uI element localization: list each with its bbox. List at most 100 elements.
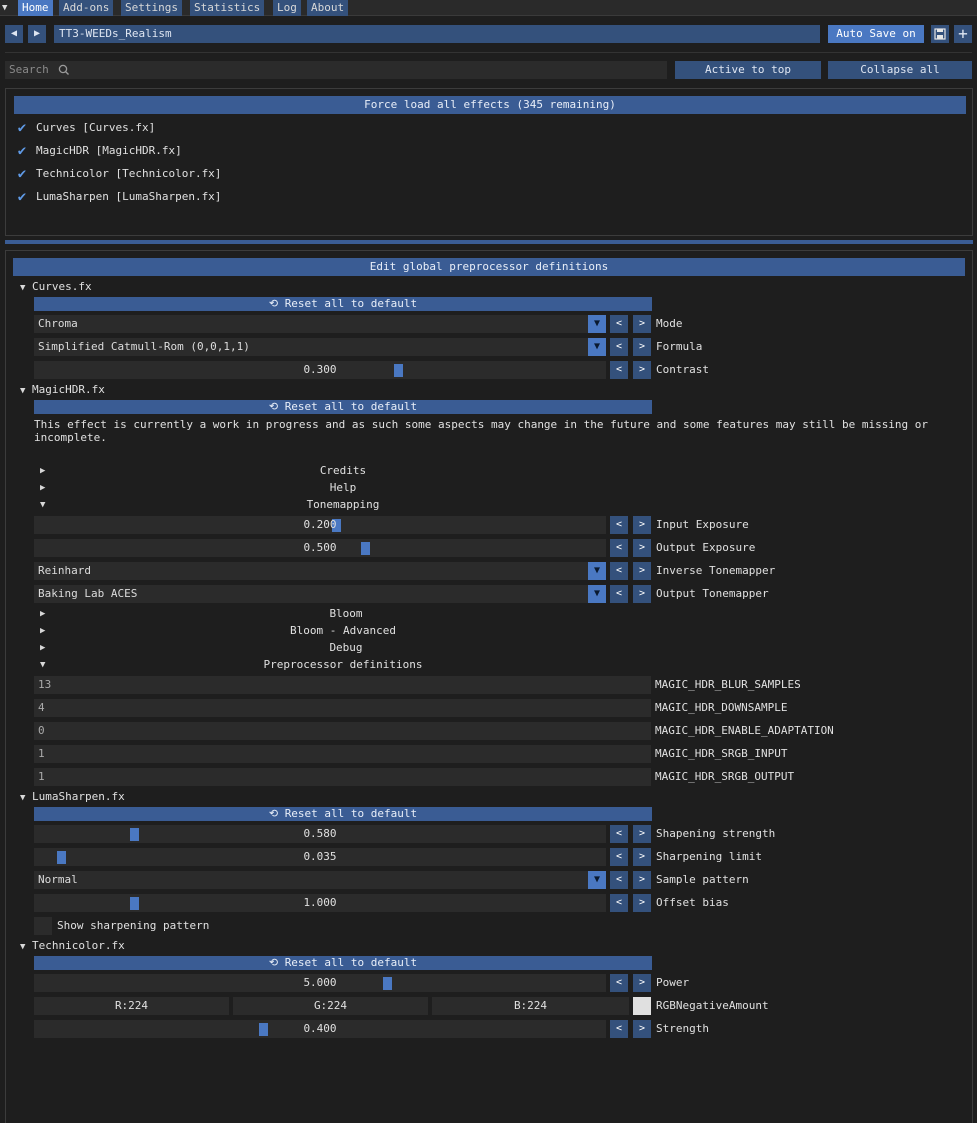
credits-node[interactable]: ▶ Credits [34,463,652,479]
lumasharpen-reset-button[interactable]: ⟲ Reset all to default [34,807,652,821]
power-slider[interactable]: 5.000 [34,974,606,992]
dropdown-arrow-icon[interactable]: ▼ [588,871,606,889]
menu-about[interactable]: About [307,0,349,16]
bloom-label: Bloom [329,607,363,620]
sample-pattern-next-button[interactable]: > [633,871,651,889]
tonemapping-node[interactable]: ▼ Tonemapping [34,497,652,513]
preprocessor-node[interactable]: ▼ Preprocessor definitions [34,657,652,673]
preset-name-button[interactable]: TT3-WEEDs_Realism [54,25,820,43]
contrast-slider[interactable]: 0.300 [34,361,606,379]
technicolor-strength-inc-button[interactable]: > [633,1020,651,1038]
menu-collapse-icon[interactable]: ▼ [2,3,8,13]
prev-preset-button[interactable]: ◀ [5,25,23,43]
slider-grab[interactable] [130,828,139,841]
technicolor-strength-dec-button[interactable]: < [610,1020,628,1038]
output-exposure-dec-button[interactable]: < [610,539,628,557]
curves-header[interactable]: ▼ Curves.fx [20,278,92,296]
sharpen-limit-inc-button[interactable]: > [633,848,651,866]
formula-prev-button[interactable]: < [610,338,628,356]
define-input[interactable]: 4 [34,699,651,717]
slider-grab[interactable] [57,851,66,864]
slider-grab[interactable] [361,542,370,555]
offset-bias-dec-button[interactable]: < [610,894,628,912]
search-input[interactable]: Search [5,61,667,79]
output-tonemapper-combo[interactable]: Baking Lab ACES [34,585,606,603]
magichdr-header[interactable]: ▼ MagicHDR.fx [20,381,105,399]
formula-combo[interactable]: Simplified Catmull-Rom (0,0,1,1) [34,338,606,356]
bloom-advanced-node[interactable]: ▶ Bloom - Advanced [34,623,652,639]
splitter[interactable] [5,240,973,244]
sharpen-limit-slider[interactable]: 0.035 [34,848,606,866]
offset-bias-inc-button[interactable]: > [633,894,651,912]
input-exposure-dec-button[interactable]: < [610,516,628,534]
sample-pattern-combo[interactable]: Normal [34,871,606,889]
lumasharpen-header[interactable]: ▼ LumaSharpen.fx [20,788,125,806]
dropdown-arrow-icon[interactable]: ▼ [588,585,606,603]
debug-node[interactable]: ▶ Debug [34,640,658,656]
menu-home[interactable]: Home [18,0,53,16]
dropdown-arrow-icon[interactable]: ▼ [588,315,606,333]
technicolor-header[interactable]: ▼ Technicolor.fx [20,937,125,955]
mode-combo[interactable]: Chroma [34,315,606,333]
define-input[interactable]: 1 [34,768,651,786]
input-exposure-label: Input Exposure [656,518,749,531]
plus-icon[interactable]: + [954,25,972,43]
active-to-top-button[interactable]: Active to top [675,61,821,79]
sharpen-strength-dec-button[interactable]: < [610,825,628,843]
inverse-tonemapper-prev-button[interactable]: < [610,562,628,580]
sharpen-strength-inc-button[interactable]: > [633,825,651,843]
rgb-b-input[interactable]: B:224 [432,997,629,1015]
rgb-g-input[interactable]: G:224 [233,997,428,1015]
output-tonemapper-next-button[interactable]: > [633,585,651,603]
slider-grab[interactable] [383,977,392,990]
slider-grab[interactable] [259,1023,268,1036]
bloom-node[interactable]: ▶ Bloom [34,606,658,622]
define-input[interactable]: 1 [34,745,651,763]
sharpen-limit-dec-button[interactable]: < [610,848,628,866]
edit-global-preprocessor-button[interactable]: Edit global preprocessor definitions [13,258,965,276]
save-icon[interactable] [931,25,949,43]
define-input[interactable]: 0 [34,722,651,740]
mode-prev-button[interactable]: < [610,315,628,333]
formula-next-button[interactable]: > [633,338,651,356]
dropdown-arrow-icon[interactable]: ▼ [588,338,606,356]
curves-reset-button[interactable]: ⟲ Reset all to default [34,297,652,311]
technicolor-strength-slider[interactable]: 0.400 [34,1020,606,1038]
sharpen-strength-slider[interactable]: 0.580 [34,825,606,843]
power-dec-button[interactable]: < [610,974,628,992]
sample-pattern-prev-button[interactable]: < [610,871,628,889]
rgb-r-input[interactable]: R:224 [34,997,229,1015]
power-inc-button[interactable]: > [633,974,651,992]
menu-statistics[interactable]: Statistics [190,0,265,16]
collapse-all-button[interactable]: Collapse all [828,61,972,79]
output-tonemapper-prev-button[interactable]: < [610,585,628,603]
magichdr-reset-button[interactable]: ⟲ Reset all to default [34,400,652,414]
inverse-tonemapper-next-button[interactable]: > [633,562,651,580]
help-node[interactable]: ▶ Help [34,480,652,496]
menu-addons[interactable]: Add-ons [59,0,114,16]
output-exposure-slider[interactable]: 0.500 [34,539,606,557]
output-exposure-inc-button[interactable]: > [633,539,651,557]
contrast-inc-button[interactable]: > [633,361,651,379]
mode-next-button[interactable]: > [633,315,651,333]
define-value: 1 [38,770,45,783]
show-pattern-checkbox[interactable] [34,917,52,935]
dropdown-arrow-icon[interactable]: ▼ [588,562,606,580]
slider-grab[interactable] [332,519,341,532]
menu-log[interactable]: Log [273,0,301,16]
slider-grab[interactable] [130,897,139,910]
next-preset-button[interactable]: ▶ [28,25,46,43]
input-exposure-inc-button[interactable]: > [633,516,651,534]
slider-grab[interactable] [394,364,403,377]
input-exposure-value: 0.200 [303,518,337,531]
offset-bias-slider[interactable]: 1.000 [34,894,606,912]
contrast-dec-button[interactable]: < [610,361,628,379]
define-input[interactable]: 13 [34,676,651,694]
inverse-tonemapper-combo[interactable]: Reinhard [34,562,606,580]
input-exposure-slider[interactable]: 0.200 [34,516,606,534]
color-swatch[interactable] [633,997,651,1015]
menu-settings[interactable]: Settings [121,0,182,16]
auto-save-button[interactable]: Auto Save on [828,25,924,43]
force-load-button[interactable]: Force load all effects (345 remaining) [14,96,966,114]
technicolor-reset-button[interactable]: ⟲ Reset all to default [34,956,652,970]
